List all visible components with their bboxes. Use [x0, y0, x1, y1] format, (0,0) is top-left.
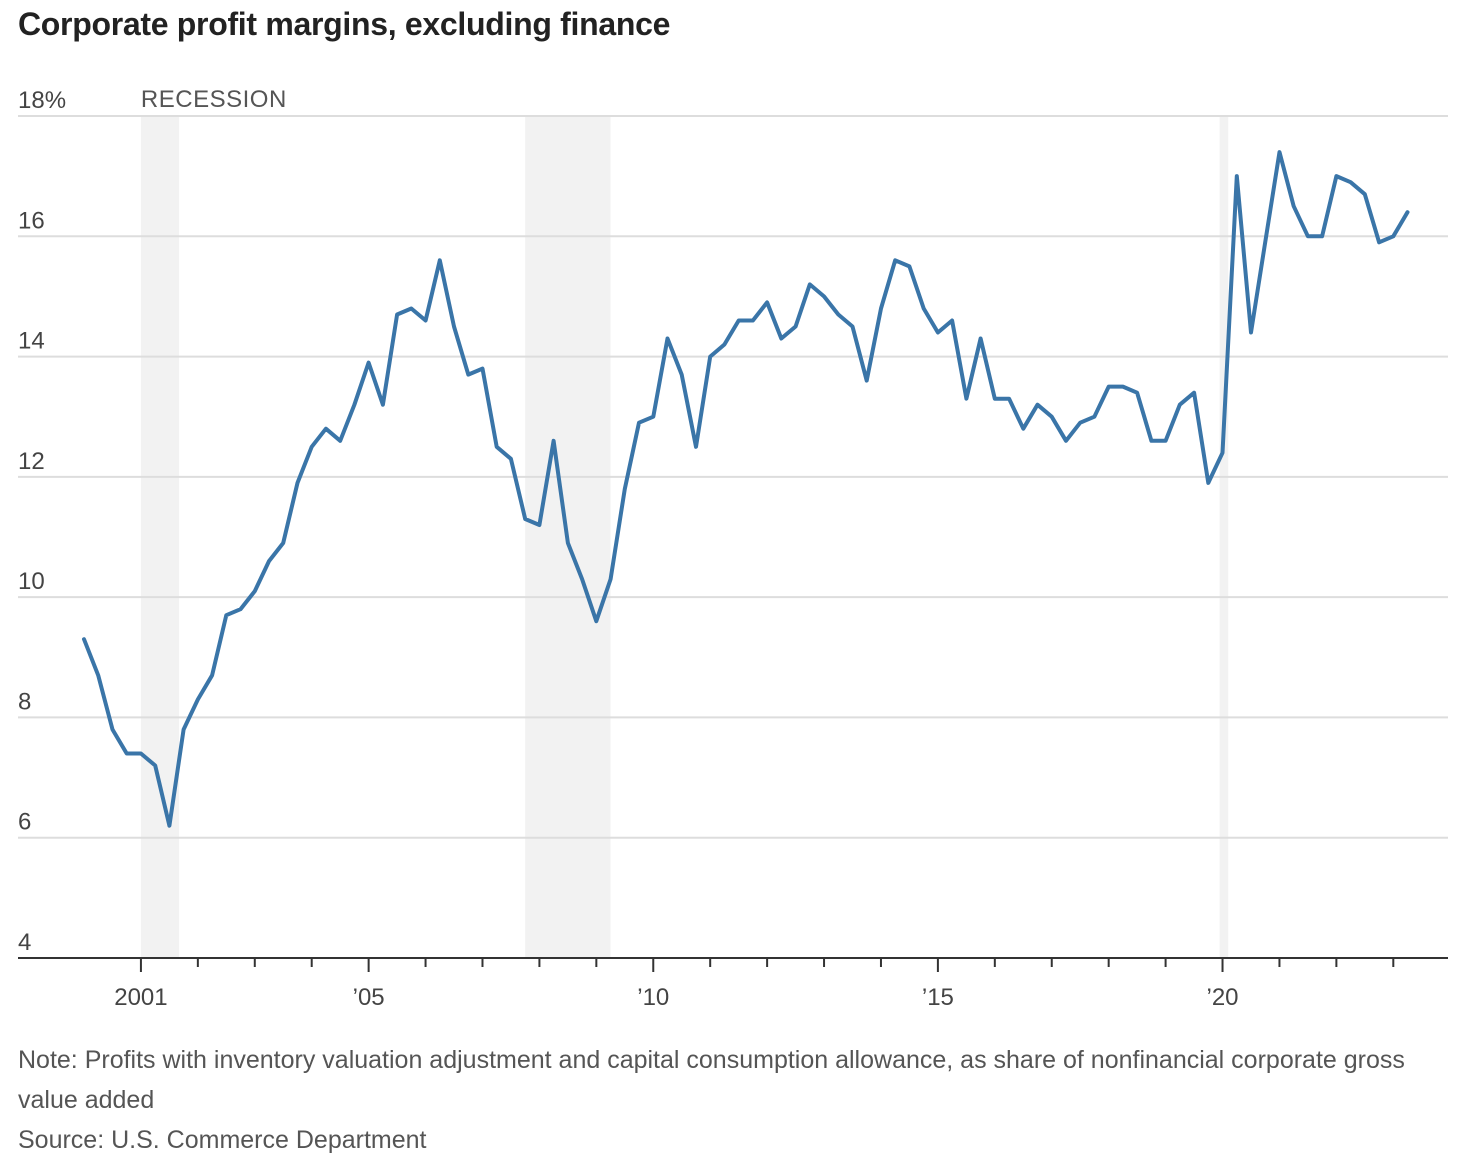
recession-band — [1219, 116, 1229, 958]
x-axis: 2001 ’05 ’10 ’15 ’20 — [18, 957, 1448, 1011]
chart-title: Corporate profit margins, excluding fina… — [18, 6, 671, 42]
series — [82, 150, 1410, 828]
y-tick-label: 4 — [18, 929, 31, 956]
chart-note: Note: Profits with inventory valuation a… — [18, 1046, 1405, 1114]
chart-source: Source: U.S. Commerce Department — [18, 1126, 427, 1154]
y-tick-label: 8 — [18, 688, 31, 715]
y-tick-label: 10 — [18, 568, 45, 595]
y-tick-label: 12 — [18, 448, 45, 475]
y-tick-label: 14 — [18, 328, 45, 355]
chart-footnotes: Note: Profits with inventory valuation a… — [18, 1040, 1448, 1160]
y-tick-label: 6 — [18, 809, 31, 836]
recession-bands: RECESSION — [140, 86, 1229, 958]
x-tick-label: ’20 — [1207, 984, 1239, 1011]
x-tick-label: ’05 — [353, 984, 385, 1011]
x-tick-label: ’15 — [922, 984, 954, 1011]
series-line — [82, 150, 1410, 828]
y-axis-labels: 18% 16 14 12 10 8 6 4 — [18, 87, 66, 956]
y-tick-label: 16 — [18, 207, 45, 234]
y-tick-label: 18% — [18, 87, 66, 114]
x-tick-label: 2001 — [114, 984, 167, 1011]
recession-label: RECESSION — [141, 86, 287, 113]
x-tick-label: ’10 — [637, 984, 669, 1011]
recession-band — [140, 116, 180, 958]
line-chart: RECESSION 2001 ’05 ’10 ’15 ’20 18% 16 14 12 10 8 6… — [18, 86, 1448, 1011]
